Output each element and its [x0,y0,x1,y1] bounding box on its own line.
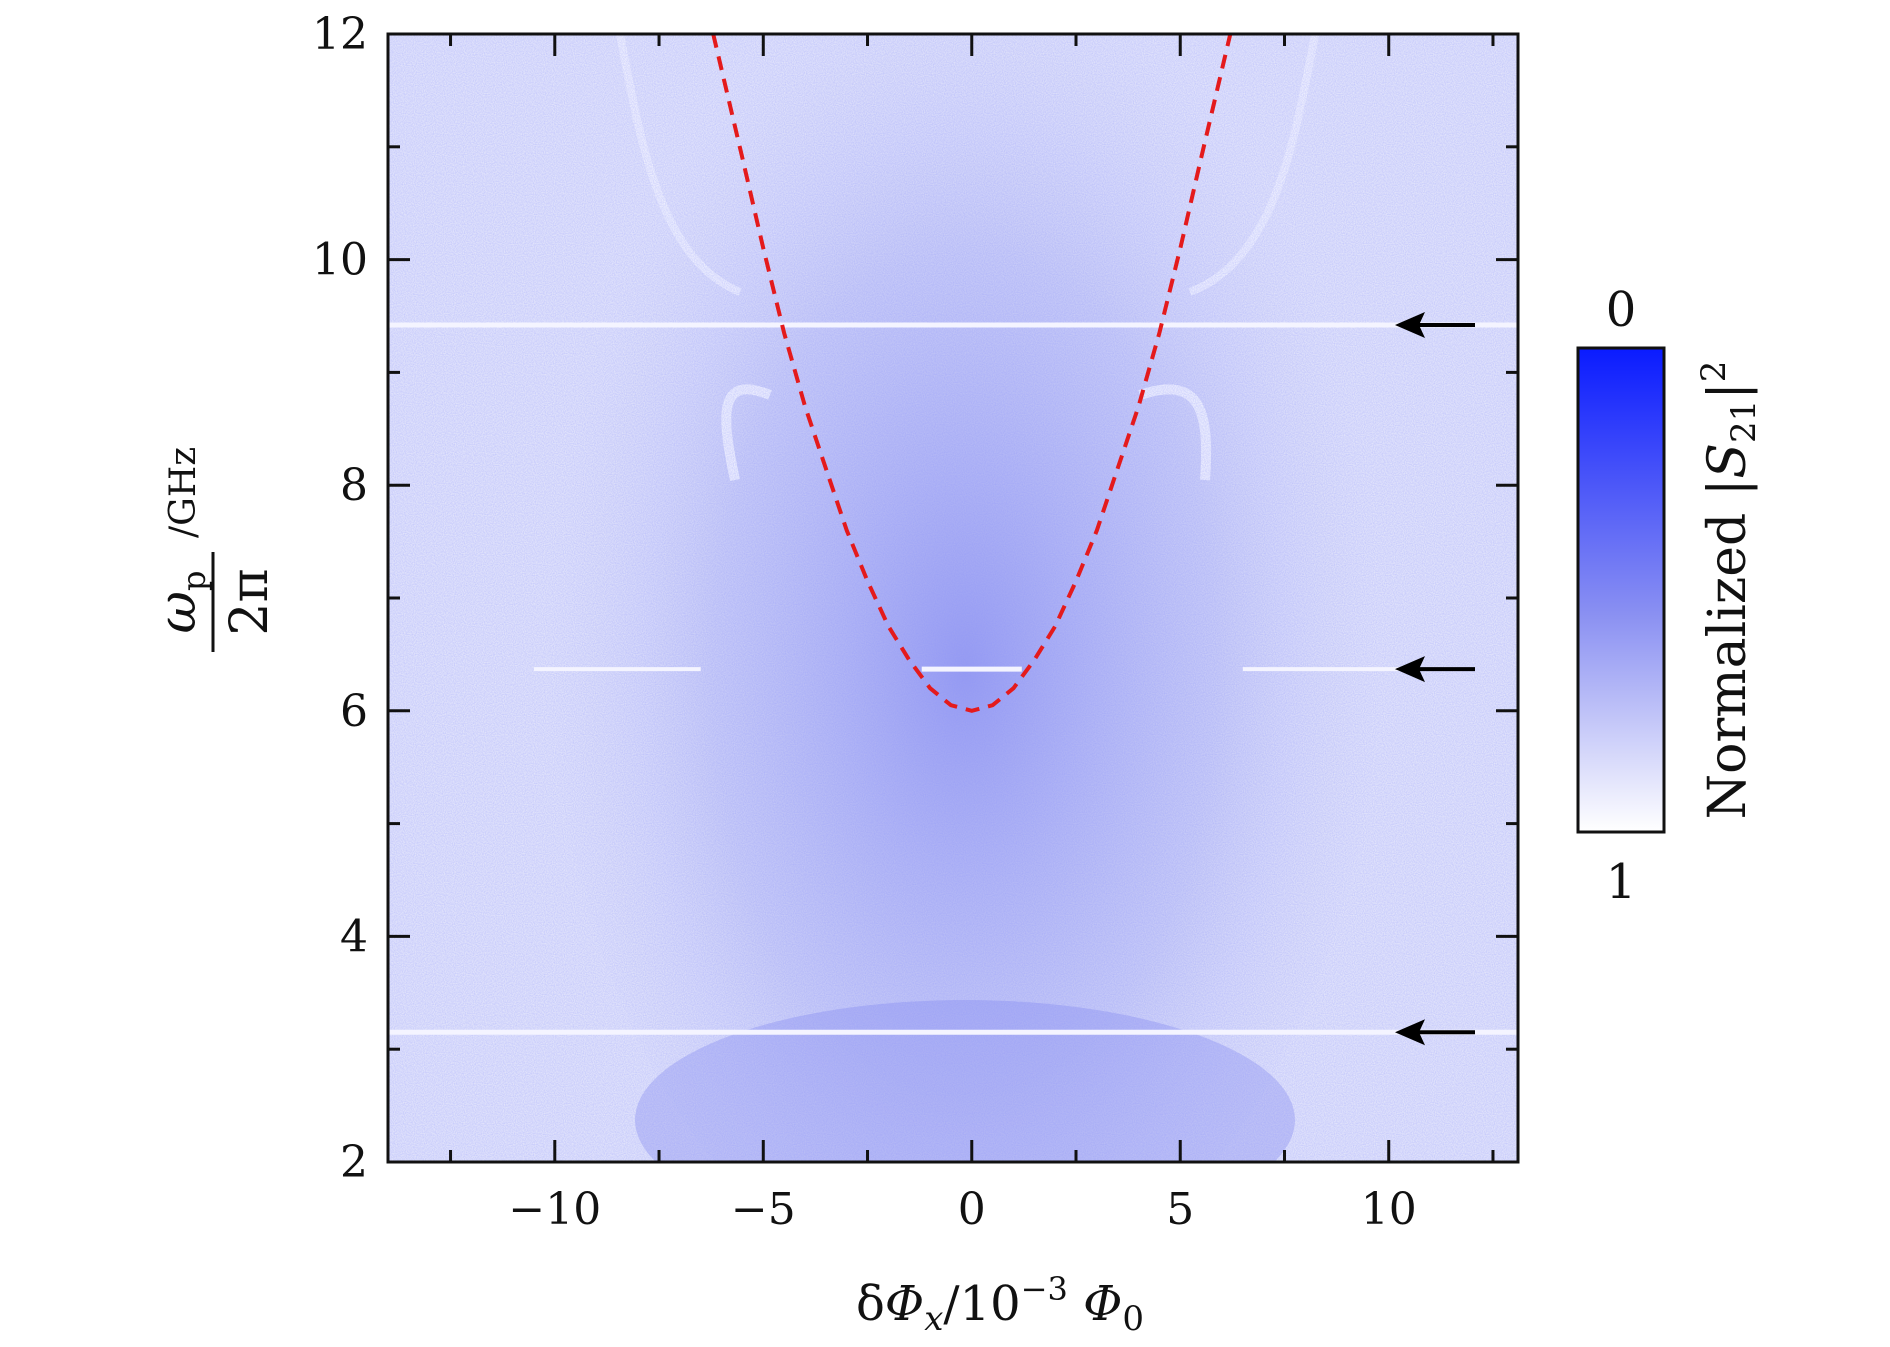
x-tick-label: −10 [508,1184,601,1235]
y-label-numerator: ω [148,591,208,633]
arrow-icon [1395,1019,1475,1046]
resonance-lines [388,322,1518,1035]
y-axis-ticks: 2 4 6 8 10 12 [312,9,1518,1188]
y-label-denominator: 2π [220,568,280,635]
heatmap [388,34,1518,1162]
arrow-icon [1395,312,1475,339]
arrow-icon [1395,656,1475,683]
fit-curve [711,34,1233,713]
y-tick-label: 6 [340,686,368,737]
resonance-arrows [1395,312,1475,1046]
y-label-numerator-sub: p [175,571,213,591]
colorbar-bottom-label: 1 [1606,854,1637,910]
y-tick-label: 4 [340,911,368,962]
x-tick-label: 10 [1361,1184,1417,1235]
heatmap-noise [388,34,1518,1162]
y-tick-label: 8 [340,460,368,511]
colorbar: 0 1 Normalized |S21|2 [1576,282,1764,910]
y-label-unit: /GHz [163,447,204,538]
x-tick-label: 5 [1166,1184,1194,1235]
x-axis-label: δΦx/10−3 Φ0 [856,1270,1144,1339]
x-axis-ticks: −10 −5 0 5 10 [449,34,1495,1235]
y-tick-label: 10 [312,235,368,286]
x-tick-label: −5 [731,1184,796,1235]
colorbar-top-label: 0 [1606,282,1637,338]
x-tick-label: 0 [958,1184,986,1235]
colorbar-title: Normalized |S21|2 [1694,361,1764,820]
y-axis-label: ωp 2π /GHz [148,447,280,652]
svg-text:ωp: ωp [148,571,213,634]
colorbar-gradient [1576,346,1666,834]
y-tick-label: 12 [312,9,368,60]
y-tick-label: 2 [340,1137,368,1188]
